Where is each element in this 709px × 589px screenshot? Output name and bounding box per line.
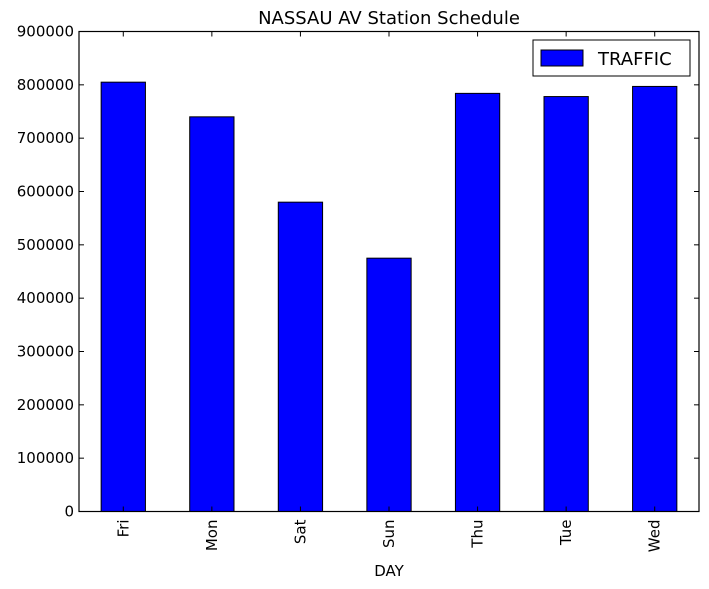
y-tick-label: 600000 <box>17 183 74 201</box>
y-tick-label: 200000 <box>17 396 74 414</box>
y-tick-label: 100000 <box>17 449 74 467</box>
x-tick-label: Sun <box>380 520 398 549</box>
x-axis-ticks: Fri Mon Sat Sun Thu Tue Wed <box>114 31 664 553</box>
bars-layer <box>100 81 678 513</box>
y-tick-label: 500000 <box>17 236 74 254</box>
y-tick-label: 0 <box>64 503 74 521</box>
plot-frame <box>78 30 700 513</box>
bar-sun <box>366 257 412 513</box>
legend: TRAFFIC <box>532 39 691 77</box>
y-tick-label: 300000 <box>17 343 74 361</box>
bar-sat <box>277 201 324 512</box>
x-tick-label: Mon <box>203 520 221 552</box>
bar-wed <box>632 85 678 513</box>
y-tick-label: 400000 <box>17 289 74 307</box>
x-tick-label: Tue <box>557 520 575 547</box>
x-tick-label: Fri <box>114 520 132 538</box>
y-tick-label: 900000 <box>17 23 74 41</box>
y-tick-label: 700000 <box>17 129 74 147</box>
legend-swatch-traffic <box>540 49 584 67</box>
bar-thu <box>454 92 501 513</box>
bar-mon <box>189 116 235 513</box>
bar-fri <box>100 81 146 512</box>
y-axis-ticks: 0 100000 200000 300000 400000 500000 600000 700… <box>17 23 699 521</box>
y-tick-label: 800000 <box>17 76 74 94</box>
legend-label-traffic: TRAFFIC <box>597 49 672 70</box>
bar-tue <box>543 96 589 512</box>
x-tick-label: Thu <box>469 520 487 549</box>
chart-title: NASSAU AV Station Schedule <box>258 8 520 29</box>
x-tick-label: Wed <box>646 520 664 553</box>
x-tick-label: Sat <box>291 519 309 544</box>
x-axis-label: DAY <box>374 562 404 580</box>
